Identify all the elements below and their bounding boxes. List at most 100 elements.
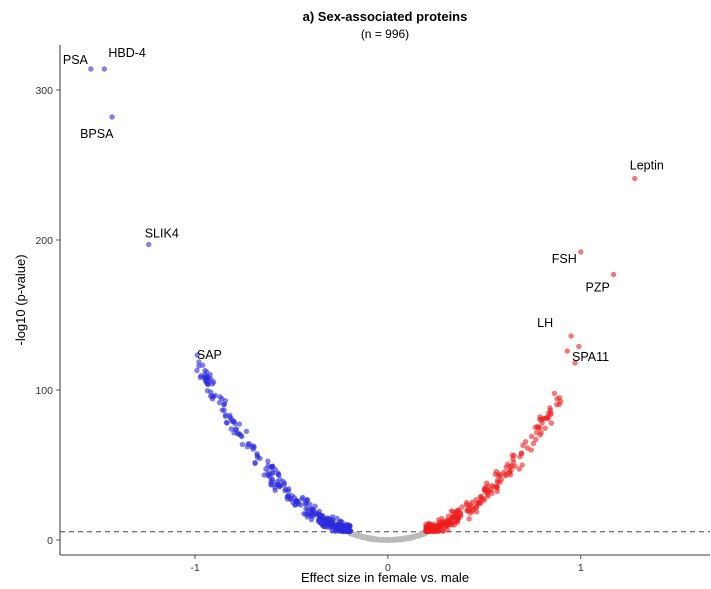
female-enriched-point <box>568 333 574 339</box>
female-enriched-point <box>542 425 548 431</box>
male-enriched-point <box>265 469 271 475</box>
female-enriched-point <box>551 390 558 397</box>
female-enriched-point <box>428 522 434 529</box>
male-enriched-point <box>236 421 243 427</box>
male-enriched-point <box>224 420 230 426</box>
male-enriched-point <box>329 519 336 526</box>
male-enriched-point <box>275 471 281 478</box>
female-enriched-point <box>516 466 523 472</box>
female-enriched-point <box>485 493 491 499</box>
male-enriched-point <box>219 396 225 402</box>
female-enriched-point <box>503 473 509 479</box>
nonsignificant-point <box>375 536 381 543</box>
nonsignificant-point <box>383 537 390 543</box>
male-enriched-point <box>314 510 320 517</box>
male-enriched-point <box>252 459 258 466</box>
male-enriched-point <box>304 496 310 503</box>
female-enriched-point <box>556 395 563 401</box>
female-enriched-point <box>533 429 540 436</box>
male-enriched-point <box>261 472 267 478</box>
female-enriched-point <box>541 415 547 422</box>
male-enriched-point <box>301 510 307 517</box>
male-enriched-point <box>302 501 308 507</box>
x-tick-label: -1 <box>190 562 199 574</box>
male-enriched-point <box>277 476 283 483</box>
male-enriched-point <box>201 372 208 378</box>
male-enriched-point <box>196 359 202 365</box>
female-enriched-point <box>632 175 638 182</box>
female-enriched-point <box>468 503 475 510</box>
male-enriched-point <box>282 487 288 494</box>
nonsignificant-point <box>410 534 416 541</box>
female-enriched-point <box>510 456 516 462</box>
male-enriched-point <box>221 407 227 413</box>
female-enriched-point <box>436 528 442 534</box>
female-enriched-point <box>454 519 461 525</box>
male-enriched-point <box>202 367 208 374</box>
point-annotation: HBD-4 <box>108 46 146 60</box>
y-tick-label: 300 <box>35 85 53 97</box>
x-axis-label: Effect size in female vs. male <box>301 570 469 585</box>
female-enriched-point <box>494 479 501 486</box>
female-enriched-point <box>530 440 537 447</box>
female-enriched-point <box>564 348 570 354</box>
male-enriched-point <box>334 522 340 529</box>
female-enriched-point <box>459 504 465 510</box>
male-enriched-point <box>304 507 311 513</box>
point-annotation: FSH <box>552 252 577 266</box>
male-enriched-point <box>234 430 241 436</box>
female-enriched-point <box>464 508 470 514</box>
point-annotation: SAP <box>197 348 222 362</box>
female-enriched-point <box>466 516 472 522</box>
male-enriched-point <box>204 387 211 394</box>
female-enriched-point <box>423 525 429 531</box>
female-enriched-point <box>517 454 523 460</box>
male-enriched-point <box>269 463 276 469</box>
male-enriched-point <box>254 451 260 457</box>
male-enriched-point <box>268 479 274 485</box>
female-enriched-point <box>533 436 539 443</box>
male-enriched-point <box>272 484 278 491</box>
female-enriched-point <box>440 528 446 534</box>
female-enriched-point <box>534 423 541 430</box>
female-enriched-point <box>473 504 479 511</box>
female-enriched-point <box>452 511 458 517</box>
chart-title: a) Sex-associated proteins <box>303 9 468 24</box>
male-enriched-point <box>146 241 152 248</box>
male-enriched-point <box>277 482 283 489</box>
nonsignificant-point <box>365 535 371 541</box>
male-enriched-point <box>294 498 300 504</box>
plot-area: 0 100 200 300 -1 0 1 HBD-4 PSA BPSA SLIK4 SAP Leptin… <box>35 45 710 574</box>
point-annotation: BPSA <box>80 127 114 141</box>
male-enriched-point <box>317 518 323 524</box>
male-enriched-point <box>243 428 250 434</box>
female-enriched-point <box>572 360 578 366</box>
male-enriched-point <box>197 374 204 381</box>
female-enriched-point <box>548 420 555 426</box>
male-enriched-point <box>265 462 271 469</box>
point-annotation: LH <box>537 316 553 330</box>
female-enriched-point <box>432 524 439 531</box>
male-enriched-point <box>221 401 228 408</box>
female-enriched-point <box>494 485 500 491</box>
female-enriched-point <box>504 461 511 467</box>
female-enriched-point <box>519 462 525 468</box>
female-enriched-point <box>576 343 582 350</box>
y-tick-label: 0 <box>47 535 53 547</box>
female-enriched-point <box>496 473 502 480</box>
female-enriched-point <box>477 499 483 505</box>
male-enriched-point <box>257 455 263 462</box>
female-enriched-point <box>610 271 617 278</box>
female-enriched-point <box>528 433 535 440</box>
male-enriched-point <box>309 506 315 512</box>
female-enriched-point <box>547 407 554 413</box>
male-enriched-point <box>322 521 328 527</box>
female-enriched-point <box>447 518 454 525</box>
y-tick-label: 100 <box>35 385 53 397</box>
male-enriched-point <box>216 399 223 406</box>
male-enriched-point <box>210 379 217 385</box>
nonsignificant-point <box>402 535 408 541</box>
female-enriched-point <box>524 445 531 451</box>
male-enriched-point <box>101 66 108 72</box>
